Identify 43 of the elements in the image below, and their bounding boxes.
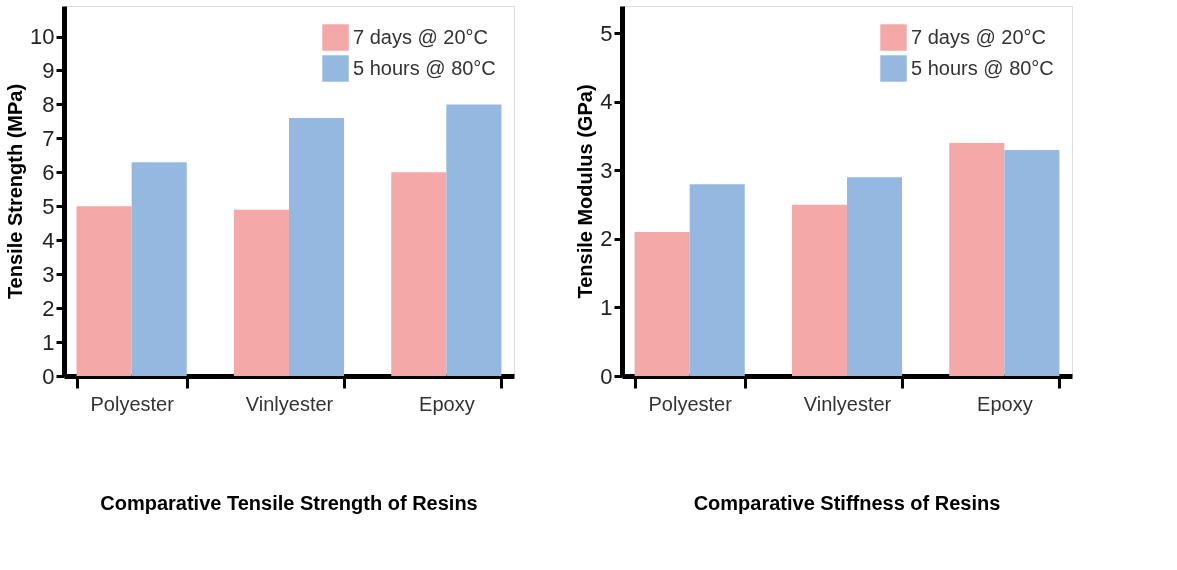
bar: [847, 177, 903, 376]
bar: [391, 172, 447, 376]
y-tick-label: 4: [42, 227, 55, 253]
y-tick-label: 1: [600, 294, 613, 320]
legend-label: 7 days @ 20°C: [353, 25, 489, 48]
x-tick-label: Polyester: [90, 392, 175, 415]
text: Comparative Stiffness of Resins: [693, 492, 1001, 514]
bar: [131, 162, 187, 376]
bar: [446, 104, 502, 376]
legend-label: 5 hours @ 80°C: [353, 56, 496, 79]
bar: [791, 204, 847, 376]
y-tick-label: 1: [42, 329, 55, 355]
y-axis-title: Tensile Modulus (GPa): [574, 84, 597, 299]
bar: [233, 209, 289, 376]
y-tick-label: 0: [600, 363, 613, 389]
bar: [289, 118, 345, 376]
x-tick-label: Epoxy: [977, 392, 1033, 415]
y-tick-label: 5: [42, 193, 55, 219]
y-tick-label: 3: [600, 157, 613, 183]
bar: [689, 184, 745, 376]
y-tick-label: 4: [600, 89, 613, 115]
y-tick-label: 0: [42, 363, 55, 389]
x-tick-label: Vinlyester: [803, 392, 892, 415]
bar: [949, 143, 1005, 376]
bar: [1004, 149, 1060, 376]
y-tick-label: 3: [42, 261, 55, 287]
x-tick-label: Epoxy: [419, 392, 475, 415]
y-tick-label: 10: [30, 24, 55, 50]
y-tick-label: 7: [42, 125, 55, 151]
bar: [634, 232, 690, 376]
x-tick-label: Vinlyester: [245, 392, 334, 415]
y-axis-title: Tensile Strength (MPa): [4, 83, 27, 300]
y-tick-label: 8: [42, 91, 55, 117]
bar: [76, 206, 132, 376]
legend-label: 7 days @ 20°C: [911, 25, 1047, 48]
x-tick-label: Polyester: [648, 392, 733, 415]
y-tick-label: 5: [600, 20, 613, 46]
legend-label: 5 hours @ 80°C: [911, 56, 1054, 79]
text: Comparative Tensile Strength of Resins: [100, 492, 478, 514]
y-tick-label: 9: [42, 58, 55, 83]
y-tick-label: 2: [600, 226, 613, 252]
y-tick-label: 6: [42, 159, 55, 185]
y-tick-label: 2: [42, 295, 55, 321]
